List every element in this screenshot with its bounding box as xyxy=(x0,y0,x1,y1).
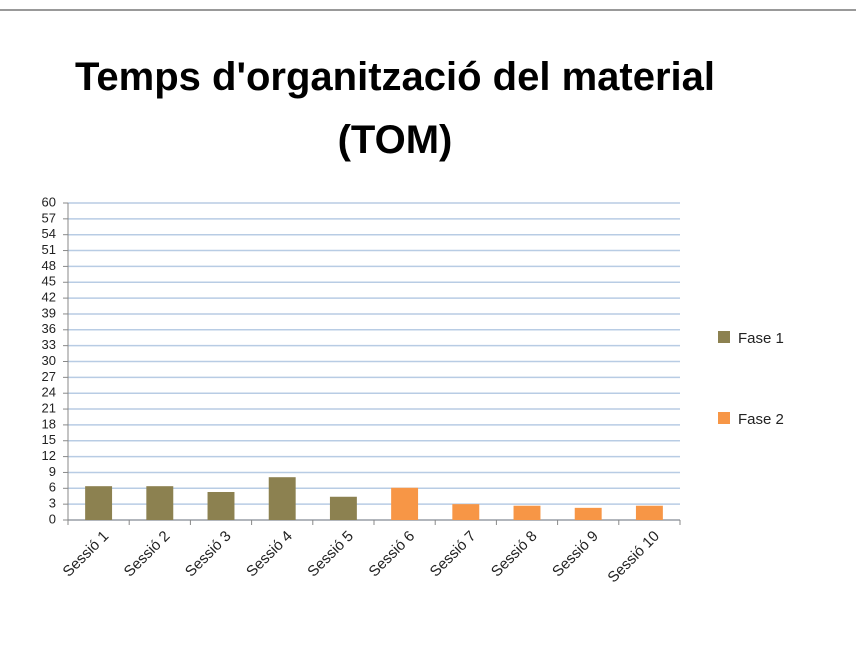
y-tick-label: 48 xyxy=(42,258,56,273)
bar xyxy=(268,477,296,520)
y-tick-label: 30 xyxy=(42,353,56,368)
x-tick-label: Sessió 3 xyxy=(182,528,235,581)
bar xyxy=(513,505,541,520)
bar xyxy=(329,496,357,520)
legend-swatch xyxy=(718,331,730,343)
x-tick-label: Sessió 2 xyxy=(121,528,174,581)
y-tick-label: 9 xyxy=(49,464,56,479)
y-tick-label: 0 xyxy=(49,511,56,526)
y-tick-label: 39 xyxy=(42,305,56,320)
y-tick-label: 21 xyxy=(42,400,56,415)
y-tick-label: 12 xyxy=(42,448,56,463)
legend-label: Fase 2 xyxy=(738,411,784,428)
y-tick-label: 6 xyxy=(49,480,56,495)
y-tick-label: 60 xyxy=(42,194,56,209)
y-tick-label: 42 xyxy=(42,290,56,305)
y-tick-label: 45 xyxy=(42,274,56,289)
bar xyxy=(391,487,419,520)
legend-swatch xyxy=(718,412,730,424)
y-tick-label: 36 xyxy=(42,321,56,336)
x-tick-label: Sessió 1 xyxy=(60,528,113,581)
y-tick-label: 27 xyxy=(42,369,56,384)
y-tick-label: 57 xyxy=(42,210,56,225)
bar xyxy=(207,491,235,520)
bar xyxy=(452,504,480,520)
y-tick-label: 51 xyxy=(42,242,56,257)
y-tick-label: 33 xyxy=(42,337,56,352)
x-tick-label: Sessió 8 xyxy=(488,528,541,581)
x-tick-label: Sessió 5 xyxy=(304,528,357,581)
bar xyxy=(146,486,174,520)
y-tick-label: 15 xyxy=(42,432,56,447)
y-tick-label: 24 xyxy=(42,385,56,400)
bar xyxy=(635,505,663,520)
y-tick-label: 54 xyxy=(42,226,56,241)
y-tick-label: 3 xyxy=(49,496,56,511)
y-tick-label: 18 xyxy=(42,416,56,431)
x-tick-label: Sessió 10 xyxy=(604,528,663,587)
legend-label: Fase 1 xyxy=(738,330,784,347)
x-tick-label: Sessió 7 xyxy=(427,528,480,581)
x-tick-label: Sessió 6 xyxy=(366,528,419,581)
x-tick-label: Sessió 4 xyxy=(243,528,296,581)
x-tick-label: Sessió 9 xyxy=(549,528,602,581)
bar xyxy=(85,486,113,520)
bar xyxy=(574,507,602,520)
chart-title: Temps d'organització del material (TOM) xyxy=(74,55,716,162)
